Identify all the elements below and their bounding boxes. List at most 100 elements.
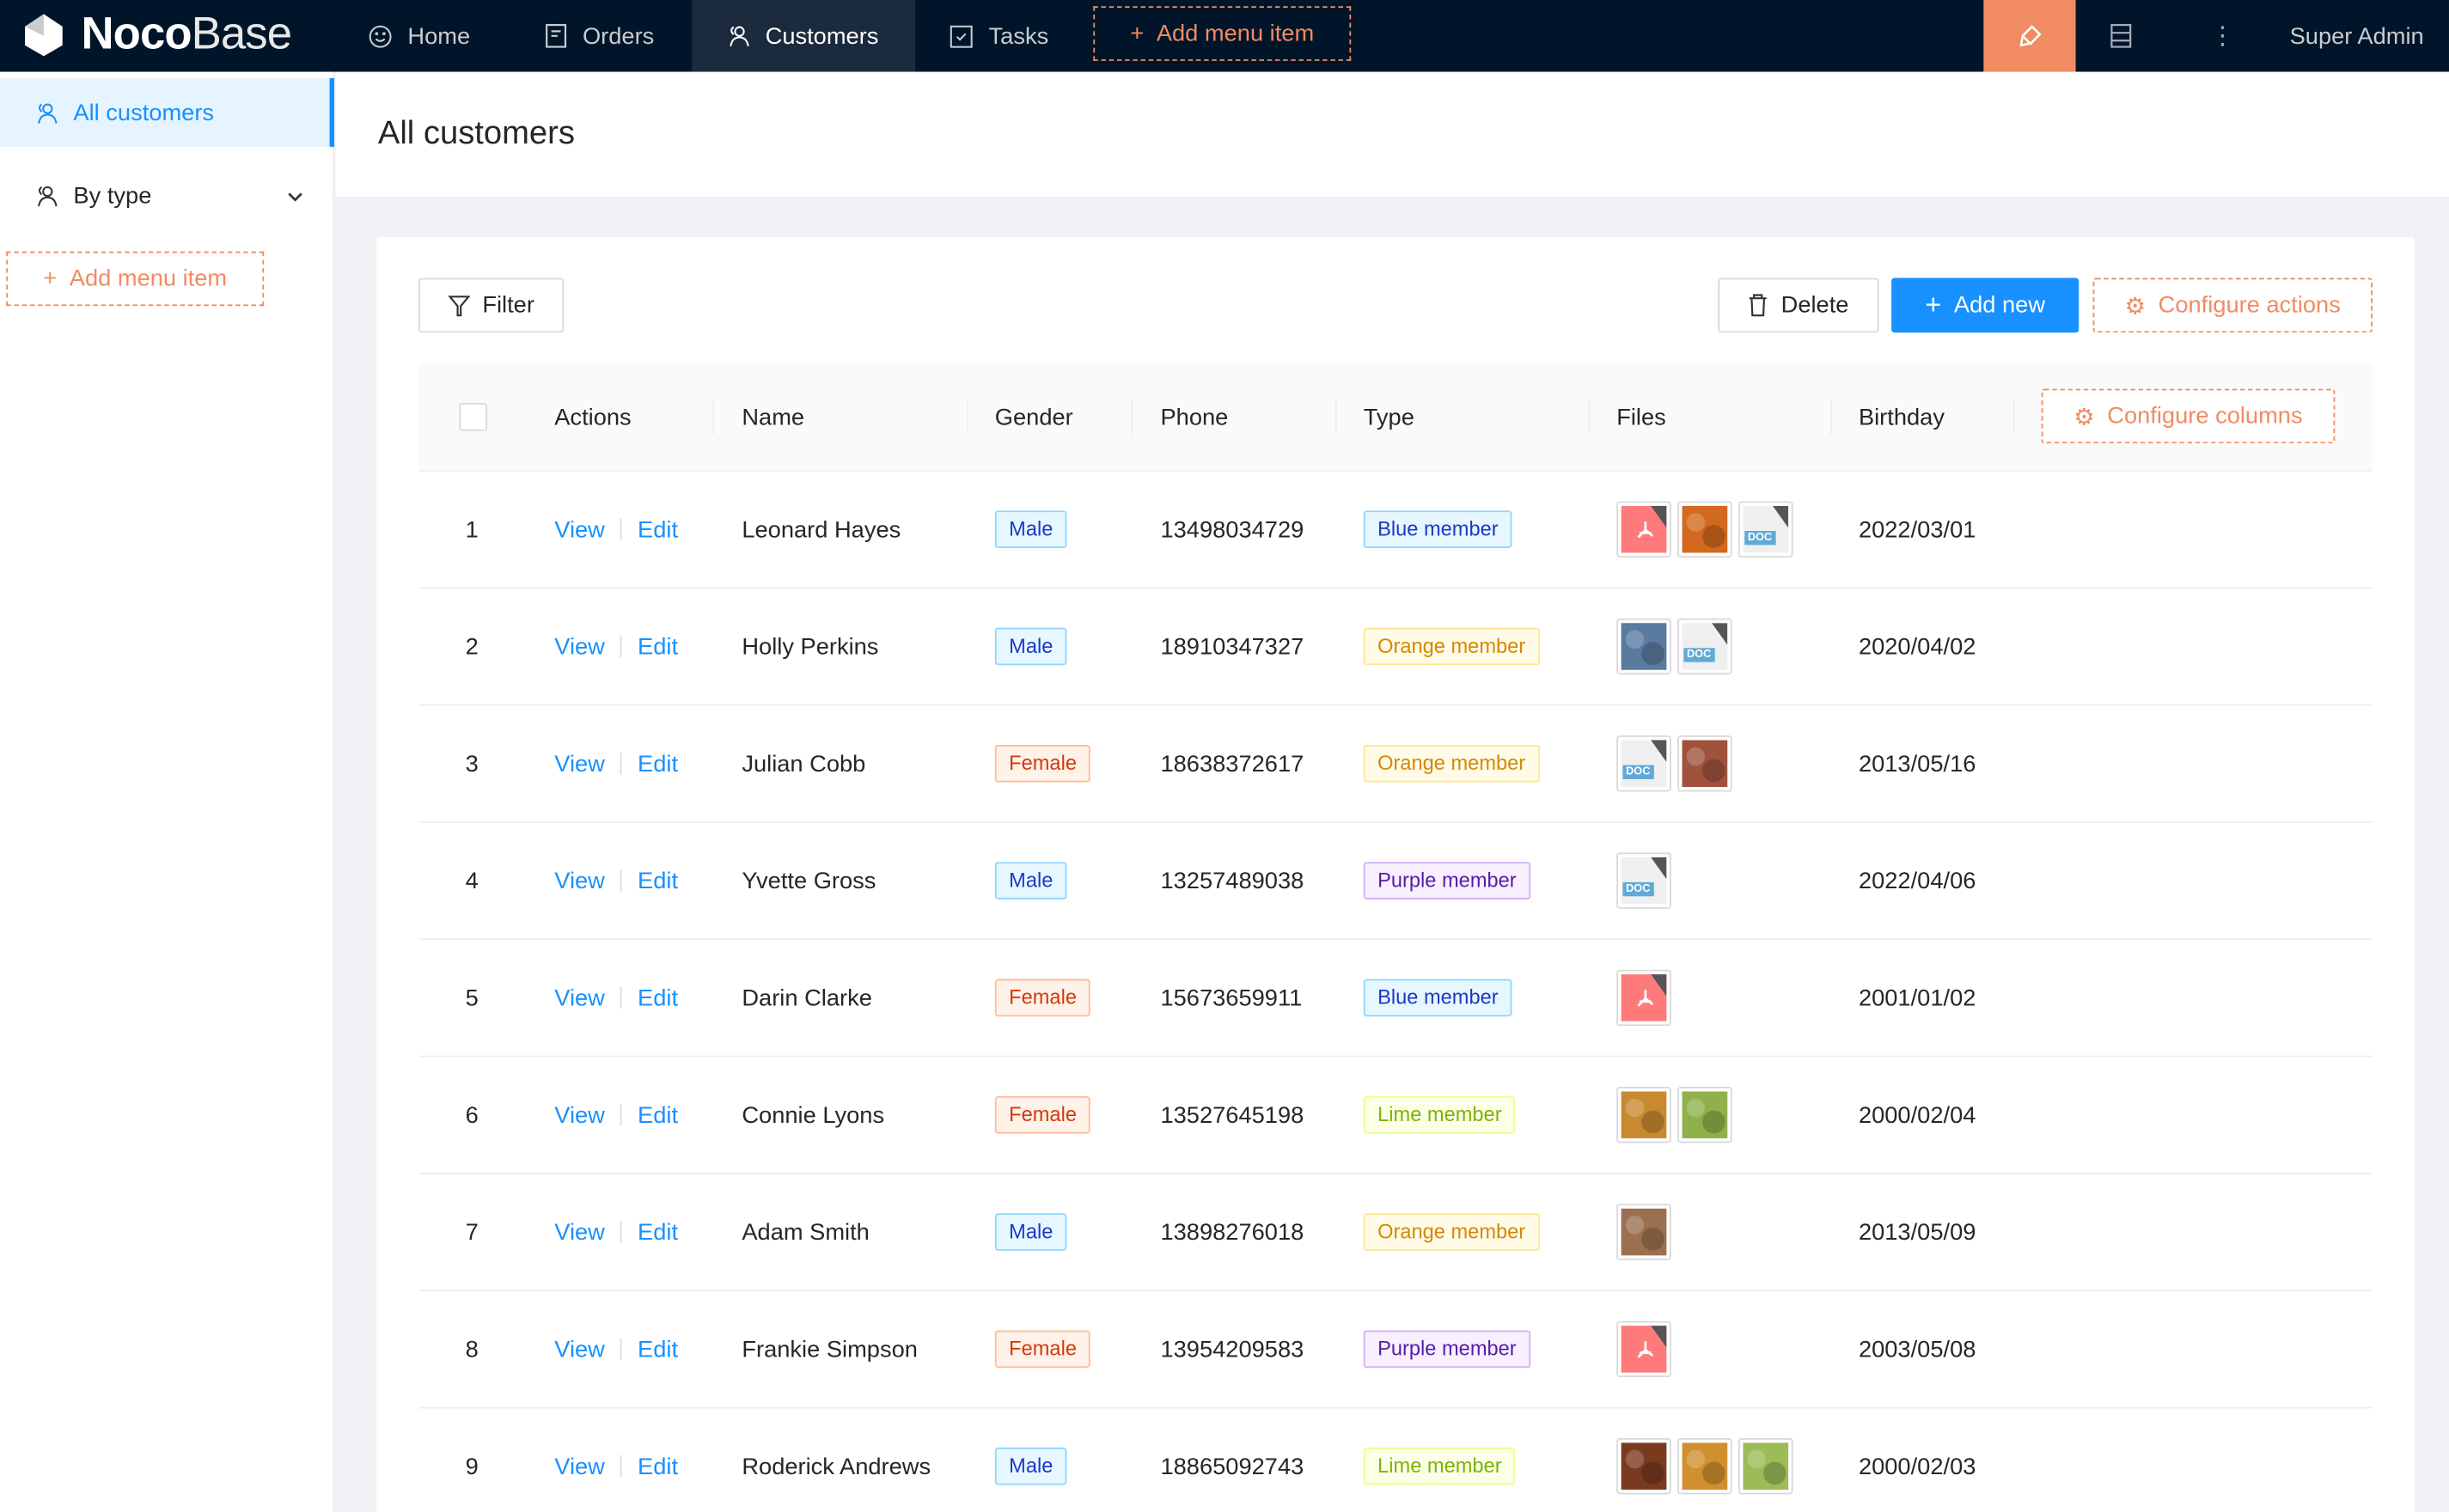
sidebar-item-all-customers[interactable]: All customers: [0, 77, 334, 147]
nav-orders[interactable]: Orders: [510, 0, 688, 72]
column-header-name[interactable]: Name: [742, 403, 805, 430]
column-divider: [967, 399, 968, 435]
ui-editor-button[interactable]: [1983, 0, 2076, 72]
view-link[interactable]: View: [554, 515, 605, 543]
doc-file-icon[interactable]: DOC: [1738, 501, 1793, 558]
select-all-checkbox[interactable]: [459, 402, 488, 431]
sidebar-item-by-type[interactable]: By type: [0, 161, 334, 229]
image-thumbnail[interactable]: [1616, 1204, 1671, 1260]
plus-icon: +: [1925, 289, 1942, 320]
filter-button[interactable]: Filter: [418, 277, 565, 333]
image-thumbnail[interactable]: [1677, 501, 1732, 558]
more-menu-button[interactable]: ⋮: [2210, 0, 2235, 72]
nav-label: Tasks: [988, 22, 1049, 50]
image-thumbnail[interactable]: [1616, 618, 1671, 675]
column-divider: [2012, 399, 2015, 435]
pdf-file-icon[interactable]: [1616, 969, 1671, 1027]
edit-link[interactable]: Edit: [638, 515, 679, 543]
phone: 13527645198: [1160, 1101, 1304, 1129]
configure-columns-button[interactable]: ⚙ Configure columns: [2041, 388, 2336, 444]
add-menu-item-button[interactable]: + Add menu item: [1093, 6, 1352, 61]
column-header-type[interactable]: Type: [1363, 403, 1414, 430]
customer-name: Adam Smith: [742, 1218, 870, 1246]
sidebar-add-menu-item-button[interactable]: + Add menu item: [6, 251, 265, 307]
column-divider: [1588, 399, 1591, 435]
view-link[interactable]: View: [554, 750, 605, 777]
phone: 13498034729: [1160, 515, 1304, 543]
action-divider: [620, 1338, 622, 1361]
highlighter-icon: [2018, 25, 2041, 47]
nav-home[interactable]: Home: [334, 0, 504, 72]
delete-button[interactable]: Delete: [1718, 277, 1879, 333]
logo[interactable]: Noco Base: [19, 8, 292, 61]
configure-actions-button[interactable]: ⚙ Configure actions: [2092, 277, 2373, 333]
column-header-birthday[interactable]: Birthday: [1858, 403, 1945, 430]
table-row: 4 View Edit Yvette Gross Male 13257489038…: [418, 823, 2373, 941]
row-number: 1: [465, 515, 479, 543]
type-tag: Blue member: [1363, 510, 1513, 548]
nav-label: Orders: [582, 22, 655, 50]
user-menu[interactable]: Super Admin: [2290, 0, 2424, 72]
birthday: 2022/04/06: [1858, 867, 1976, 894]
server-icon: [2110, 23, 2132, 48]
phone: 18865092743: [1160, 1453, 1304, 1480]
table-row: 9 View Edit Roderick Andrews Male 1886509…: [418, 1408, 2373, 1512]
plus-icon: +: [43, 265, 58, 292]
view-link[interactable]: View: [554, 984, 605, 1011]
image-thumbnail[interactable]: [1616, 1438, 1671, 1495]
edit-link[interactable]: Edit: [638, 633, 679, 660]
column-header-files[interactable]: Files: [1616, 403, 1666, 430]
column-header-actions: Actions: [554, 403, 632, 430]
edit-link[interactable]: Edit: [638, 1218, 679, 1246]
image-thumbnail[interactable]: [1677, 735, 1732, 792]
nav-customers[interactable]: Customers: [692, 0, 916, 72]
action-divider: [620, 753, 622, 775]
phone: 13898276018: [1160, 1218, 1304, 1246]
view-link[interactable]: View: [554, 1453, 605, 1480]
user-icon: [730, 26, 749, 46]
more-vertical-icon: ⋮: [2209, 23, 2235, 51]
nav-label: Customers: [765, 22, 879, 50]
view-link[interactable]: View: [554, 1101, 605, 1129]
files-cell: [1616, 1408, 1799, 1512]
image-thumbnail[interactable]: [1616, 1087, 1671, 1143]
image-thumbnail[interactable]: [1738, 1438, 1793, 1495]
nav-tasks[interactable]: Tasks: [915, 0, 1083, 72]
doc-file-icon[interactable]: DOC: [1677, 618, 1732, 675]
pdf-file-icon[interactable]: [1616, 1320, 1671, 1378]
row-number: 6: [465, 1101, 479, 1129]
add-new-button[interactable]: + Add new: [1891, 277, 2080, 333]
birthday: 2000/02/03: [1858, 1453, 1976, 1480]
table-row: 8 View Edit Frankie Simpson Female 139542…: [418, 1291, 2373, 1409]
configure-actions-label: Configure actions: [2158, 291, 2341, 319]
edit-link[interactable]: Edit: [638, 867, 679, 894]
action-divider: [620, 1455, 622, 1478]
phone: 18638372617: [1160, 750, 1304, 777]
birthday: 2020/04/02: [1858, 633, 1976, 660]
edit-link[interactable]: Edit: [638, 1101, 679, 1129]
doc-file-icon[interactable]: DOC: [1616, 735, 1671, 792]
gender-tag: Male: [994, 627, 1067, 666]
edit-link[interactable]: Edit: [638, 1453, 679, 1480]
filter-label: Filter: [482, 291, 534, 319]
pdf-file-icon[interactable]: [1616, 501, 1671, 558]
sidebar: All customers By type + Add menu item: [0, 71, 334, 1512]
customer-name: Yvette Gross: [742, 867, 876, 894]
image-thumbnail[interactable]: [1677, 1438, 1732, 1495]
edit-link[interactable]: Edit: [638, 984, 679, 1011]
column-header-phone[interactable]: Phone: [1160, 403, 1229, 430]
edit-link[interactable]: Edit: [638, 1335, 679, 1363]
type-tag: Purple member: [1363, 1330, 1531, 1369]
view-link[interactable]: View: [554, 1335, 605, 1363]
column-header-gender[interactable]: Gender: [994, 403, 1073, 430]
phone: 13257489038: [1160, 867, 1304, 894]
files-cell: DOC: [1616, 706, 1738, 822]
view-link[interactable]: View: [554, 867, 605, 894]
view-link[interactable]: View: [554, 633, 605, 660]
plugin-manager-button[interactable]: [2110, 0, 2132, 72]
view-link[interactable]: View: [554, 1218, 605, 1246]
edit-link[interactable]: Edit: [638, 750, 679, 777]
column-divider: [1830, 399, 1833, 435]
image-thumbnail[interactable]: [1677, 1087, 1732, 1143]
doc-file-icon[interactable]: DOC: [1616, 852, 1671, 909]
